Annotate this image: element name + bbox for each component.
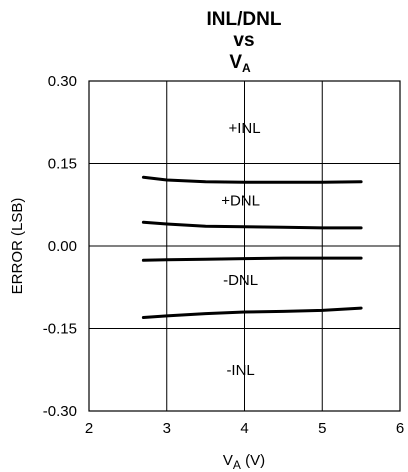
x-axis-label-subscript: A bbox=[233, 458, 241, 472]
plot-frame bbox=[88, 80, 401, 412]
grid-lines bbox=[89, 81, 400, 411]
series-line-3 bbox=[141, 306, 363, 319]
series-line-0 bbox=[141, 175, 363, 184]
y-tick-label-1: 0.15 bbox=[48, 156, 77, 173]
x-tick-label-3: 5 bbox=[318, 420, 326, 437]
x-tick-label-4: 6 bbox=[396, 420, 404, 437]
chart-title-line-2: vs bbox=[233, 30, 254, 51]
chart-title-var: V bbox=[229, 52, 242, 73]
x-axis-label-var: V bbox=[223, 452, 233, 469]
x-axis-label: VA (V) bbox=[223, 452, 265, 472]
y-tick-label-0: 0.30 bbox=[48, 73, 77, 90]
y-tick-label-3: -0.15 bbox=[43, 321, 77, 338]
y-tick-labels: 0.30 0.15 0.00 -0.15 -0.30 bbox=[43, 73, 77, 420]
annotation-1: +DNL bbox=[221, 192, 260, 209]
y-axis-label: ERROR (LSB) bbox=[9, 198, 26, 295]
x-tick-label-0: 2 bbox=[85, 420, 93, 437]
x-tick-label-1: 3 bbox=[163, 420, 171, 437]
y-tick-label-2: 0.00 bbox=[48, 238, 77, 255]
series-line-1 bbox=[141, 220, 363, 230]
x-tick-labels: 2 3 4 5 6 bbox=[85, 420, 404, 437]
x-tick-label-2: 4 bbox=[240, 420, 248, 437]
x-axis-label-unit: (V) bbox=[241, 452, 265, 469]
chart-title-line-3: VA bbox=[229, 52, 251, 75]
y-tick-label-4: -0.30 bbox=[43, 403, 77, 420]
chart-title-subscript: A bbox=[242, 61, 251, 75]
annotation-2: -DNL bbox=[223, 272, 258, 289]
series-line-2 bbox=[141, 256, 363, 262]
annotation-0: +INL bbox=[228, 120, 260, 137]
series-annotations: +INL +DNL -DNL -INL bbox=[221, 120, 260, 379]
data-series bbox=[141, 175, 363, 319]
chart-title-line-1: INL/DNL bbox=[207, 9, 282, 30]
annotation-3: -INL bbox=[226, 362, 254, 379]
